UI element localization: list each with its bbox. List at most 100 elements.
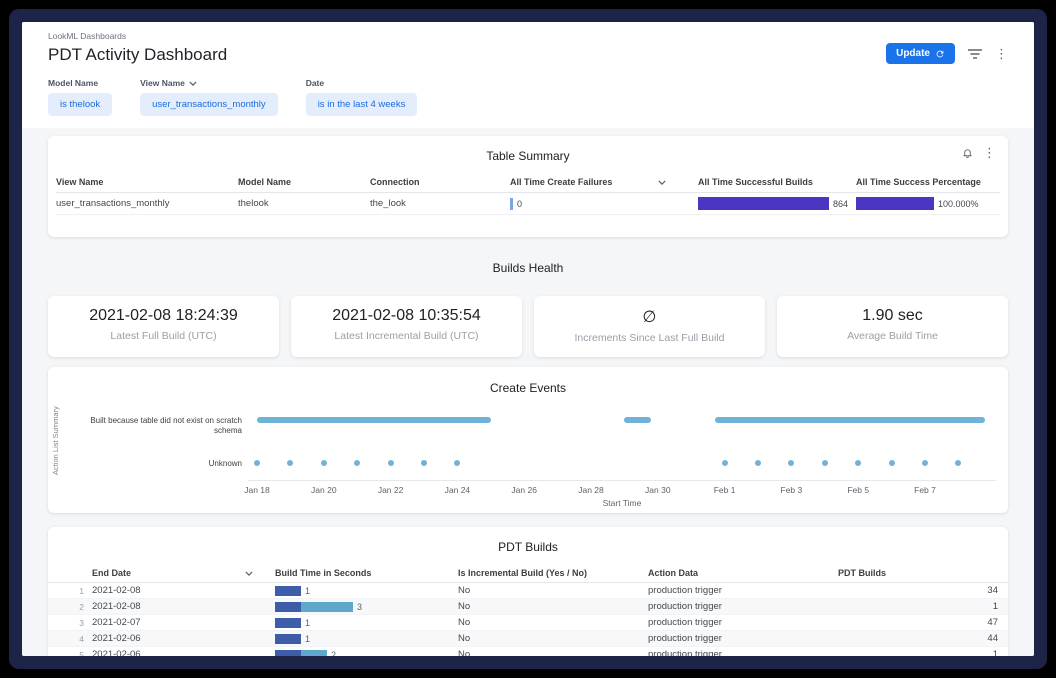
col-header-end-date[interactable]: End Date	[92, 565, 275, 583]
page-header: LookML Dashboards PDT Activity Dashboard…	[22, 22, 1034, 128]
build-time-bar	[275, 585, 301, 596]
col-header-model-name[interactable]: Model Name	[238, 174, 370, 193]
dashboard-kebab-menu-icon[interactable]: ⋮	[995, 46, 1008, 61]
build-time-value: 1	[305, 585, 311, 596]
filter-label-view-name: View Name	[140, 78, 185, 88]
event-dot[interactable]	[287, 460, 294, 466]
update-button[interactable]: Update	[886, 43, 955, 64]
event-dot[interactable]	[955, 460, 962, 466]
filter-chip-view-name[interactable]: user_transactions_monthly	[140, 93, 278, 116]
cell-action-data[interactable]: production trigger	[648, 583, 838, 599]
alerts-bell-icon[interactable]	[962, 147, 973, 159]
create-events-title: Create Events	[489, 381, 567, 395]
event-segment[interactable]	[714, 417, 986, 423]
kpi-average-build-time[interactable]: 1.90 sec Average Build Time	[777, 296, 1008, 357]
build-time-value: 1	[305, 633, 311, 644]
cell-pdt-builds[interactable]: 1	[838, 599, 1008, 615]
filter-date: Date is in the last 4 weeks	[305, 78, 418, 116]
x-tick-label: Jan 18	[244, 485, 270, 495]
cell-pdt-builds[interactable]: 34	[838, 583, 1008, 599]
event-dot[interactable]	[421, 460, 427, 466]
cell-build-time[interactable]: 1	[275, 615, 458, 631]
event-dot[interactable]	[922, 460, 928, 466]
event-dot[interactable]	[888, 460, 895, 466]
cell-action-data[interactable]: production trigger	[648, 631, 838, 647]
cell-incremental[interactable]: No	[458, 599, 648, 615]
event-dot[interactable]	[354, 460, 361, 466]
x-tick-label: Jan 26	[511, 485, 537, 495]
filter-label-date: Date	[305, 78, 325, 88]
cell-build-time[interactable]: 1	[275, 631, 458, 647]
cell-end-date[interactable]: 2021-02-08	[92, 583, 275, 599]
cell-pdt-builds[interactable]: 47	[838, 615, 1008, 631]
event-dot[interactable]	[855, 460, 862, 466]
build-time-value: 2	[331, 649, 337, 657]
cell-create-failures[interactable]: 0	[510, 193, 698, 215]
chevron-down-icon[interactable]	[189, 78, 197, 88]
col-header-successful-builds[interactable]: All Time Successful Builds	[698, 174, 856, 193]
kpi-increments-since-full-build[interactable]: ∅ Increments Since Last Full Build	[534, 296, 765, 357]
cell-end-date[interactable]: 2021-02-08	[92, 599, 275, 615]
x-tick-label: Feb 5	[847, 485, 870, 495]
col-header-success-percentage[interactable]: All Time Success Percentage	[856, 174, 1000, 193]
x-tick-label: Jan 20	[311, 485, 337, 495]
cell-build-time[interactable]: 1	[275, 583, 458, 599]
event-dot[interactable]	[721, 460, 728, 466]
table-summary-kebab-icon[interactable]: ⋮	[983, 145, 996, 160]
event-segment[interactable]	[624, 417, 652, 423]
cell-action-data[interactable]: production trigger	[648, 647, 838, 656]
cell-incremental[interactable]: No	[458, 631, 648, 647]
chevron-down-icon[interactable]	[245, 570, 253, 576]
col-header-action-data[interactable]: Action Data	[648, 565, 838, 583]
event-dot[interactable]	[821, 460, 828, 466]
kpi-latest-full-build[interactable]: 2021-02-08 18:24:39 Latest Full Build (U…	[48, 296, 279, 357]
cell-successful-builds[interactable]: 864	[698, 193, 856, 215]
row-number: 4	[48, 631, 92, 647]
pdt-grid: End Date Build Time in Seconds Is Increm…	[48, 565, 1008, 656]
col-header-pdt-builds[interactable]: PDT Builds	[838, 565, 1008, 583]
refresh-icon	[935, 49, 945, 59]
event-segment[interactable]	[257, 417, 491, 423]
cell-view-name[interactable]: user_transactions_monthly	[56, 193, 238, 215]
event-dot[interactable]	[454, 460, 461, 466]
filter-chip-date[interactable]: is in the last 4 weeks	[305, 93, 418, 116]
kpi-latest-incremental-build[interactable]: 2021-02-08 10:35:54 Latest Incremental B…	[291, 296, 522, 357]
event-dot[interactable]	[788, 460, 795, 466]
successful-builds-bar	[698, 197, 829, 210]
x-tick-label: Jan 24	[444, 485, 471, 495]
cell-pdt-builds[interactable]: 44	[838, 631, 1008, 647]
col-header-incremental[interactable]: Is Incremental Build (Yes / No)	[458, 565, 648, 583]
cell-incremental[interactable]: No	[458, 647, 648, 656]
cell-action-data[interactable]: production trigger	[648, 599, 838, 615]
event-dot[interactable]	[755, 460, 761, 466]
cell-connection[interactable]: the_look	[370, 193, 510, 215]
cell-build-time[interactable]: 3	[275, 599, 458, 615]
cell-action-data[interactable]: production trigger	[648, 615, 838, 631]
cell-success-percentage[interactable]: 100.000%	[856, 193, 1000, 215]
cell-end-date[interactable]: 2021-02-06	[92, 631, 275, 647]
cell-incremental[interactable]: No	[458, 615, 648, 631]
build-time-bar	[275, 601, 353, 612]
dashboard-filters-icon[interactable]	[968, 48, 982, 59]
window-frame: LookML Dashboards PDT Activity Dashboard…	[9, 9, 1047, 669]
event-dot[interactable]	[387, 460, 394, 466]
cell-end-date[interactable]: 2021-02-07	[92, 615, 275, 631]
dashboard-content: Table Summary ⋮ View Name Model Name Con…	[22, 128, 1034, 656]
event-dot[interactable]	[254, 460, 260, 466]
col-header-create-failures[interactable]: All Time Create Failures	[510, 174, 698, 193]
cell-build-time[interactable]: 2	[275, 647, 458, 656]
col-header-build-time[interactable]: Build Time in Seconds	[275, 565, 458, 583]
col-header-connection[interactable]: Connection	[370, 174, 510, 193]
event-dot[interactable]	[320, 460, 327, 466]
chevron-down-icon[interactable]	[658, 179, 666, 185]
filter-chip-model-name[interactable]: is thelook	[48, 93, 113, 116]
cell-pdt-builds[interactable]: 1	[838, 647, 1008, 656]
x-axis-title: Start Time	[602, 498, 642, 508]
cell-incremental[interactable]: No	[458, 583, 648, 599]
filter-label-model-name: Model Name	[48, 78, 99, 88]
cell-end-date[interactable]: 2021-02-06	[92, 647, 275, 656]
breadcrumb[interactable]: LookML Dashboards	[48, 31, 127, 41]
build-time-value: 1	[305, 617, 311, 628]
col-header-view-name[interactable]: View Name	[56, 174, 238, 193]
cell-model-name[interactable]: thelook	[238, 193, 370, 215]
